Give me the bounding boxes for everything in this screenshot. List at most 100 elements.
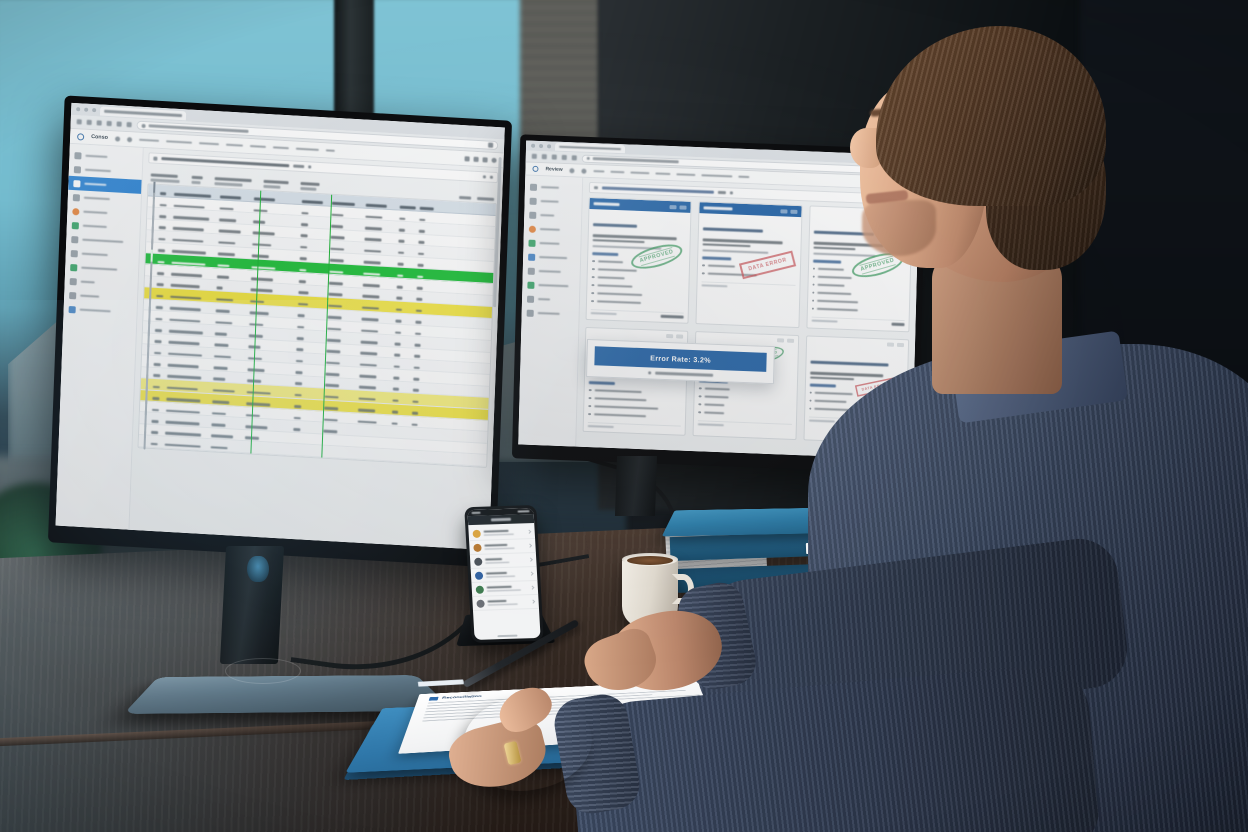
nav-item[interactable] [272, 145, 289, 150]
help-icon[interactable] [473, 156, 479, 162]
window-close-button[interactable] [92, 108, 97, 113]
document-card-header-label [703, 206, 733, 211]
list-item-label [593, 413, 647, 418]
sidebar-item-label [84, 168, 112, 173]
nav-item[interactable] [655, 172, 671, 176]
list-item-text [483, 529, 525, 537]
document-card[interactable]: DATA ERROR [695, 201, 803, 329]
window-maximize-button[interactable] [539, 143, 544, 149]
back-icon[interactable] [531, 153, 537, 159]
nav-item[interactable] [610, 170, 625, 174]
check-icon [528, 239, 536, 247]
extension-icon[interactable] [126, 122, 132, 128]
pin-icon[interactable] [482, 175, 486, 179]
filter-action-button[interactable] [477, 197, 495, 201]
window-close-button[interactable] [547, 144, 552, 149]
breadcrumb-tab-label[interactable] [717, 190, 726, 195]
bell-icon[interactable] [464, 155, 470, 162]
document-card-section-label [809, 383, 836, 388]
bookmark-icon[interactable] [571, 155, 577, 161]
stand-base-ring [225, 658, 301, 684]
more-icon[interactable] [489, 175, 493, 179]
card-header-button[interactable] [669, 204, 677, 209]
sidebar-item-label [540, 185, 560, 190]
breadcrumb-path [601, 186, 714, 194]
nav-item[interactable] [295, 147, 319, 152]
alert-icon [72, 207, 80, 215]
cell-value [210, 446, 228, 450]
nav-item[interactable] [226, 143, 243, 147]
bullet-dot-icon [699, 386, 702, 390]
bookmark-icon[interactable] [116, 121, 122, 127]
window-minimize-button[interactable] [531, 143, 536, 148]
home-icon[interactable] [561, 154, 567, 161]
nav-item[interactable] [325, 148, 335, 153]
list-item[interactable] [472, 594, 540, 611]
back-icon[interactable] [76, 119, 82, 125]
document-card-bullet-list [702, 262, 796, 282]
filter-icon[interactable] [581, 168, 587, 174]
star-icon[interactable] [488, 142, 494, 148]
table-cell [321, 451, 355, 453]
document-card[interactable]: APPROVED [585, 196, 693, 324]
card-header-button[interactable] [786, 338, 794, 343]
document-card-section-label [592, 252, 619, 257]
bullet-dot-icon [809, 391, 812, 394]
row-checkbox[interactable] [143, 431, 147, 450]
document-card-amount [660, 314, 685, 319]
sidebar-item-label [539, 227, 560, 232]
cell-value [416, 298, 423, 301]
card-header-button[interactable] [780, 208, 788, 214]
forward-icon[interactable] [541, 154, 547, 160]
nav-item[interactable] [138, 138, 160, 143]
nav-item[interactable] [166, 139, 192, 145]
nav-item[interactable] [593, 169, 605, 173]
cell-value [150, 442, 158, 446]
forward-icon[interactable] [86, 119, 92, 126]
sidebar-item-label [537, 311, 560, 316]
close-icon[interactable] [308, 165, 312, 169]
nav-item[interactable] [198, 141, 220, 146]
search-icon[interactable] [114, 135, 120, 142]
card-header-button[interactable] [790, 209, 798, 214]
bullet-dot-icon [809, 399, 812, 402]
nav-item[interactable] [676, 172, 696, 177]
window-minimize-button[interactable] [76, 107, 81, 112]
list-item-preview [486, 589, 521, 593]
avatar-icon[interactable] [491, 157, 497, 163]
filter-icon[interactable] [126, 136, 132, 142]
reconcile-icon [73, 179, 81, 187]
reload-icon[interactable] [551, 154, 557, 160]
nav-item[interactable] [249, 144, 266, 149]
sidebar-item-preferences[interactable] [522, 305, 579, 321]
filter-action-button[interactable] [459, 196, 472, 200]
phone-screen [467, 508, 541, 640]
footer-divider-text [808, 419, 835, 423]
breadcrumb-tab-label[interactable] [293, 164, 305, 169]
overlay-footer-label [654, 371, 713, 377]
avatar [474, 557, 483, 566]
cell-value [392, 410, 399, 414]
home-icon[interactable] [106, 120, 112, 127]
nav-item[interactable] [738, 175, 750, 179]
smartphone[interactable] [464, 504, 544, 644]
card-header-button[interactable] [776, 338, 784, 343]
reload-icon[interactable] [96, 120, 102, 126]
cell-value [154, 340, 162, 344]
close-icon[interactable] [729, 191, 733, 195]
nav-item[interactable] [630, 171, 650, 175]
grid-icon[interactable] [482, 156, 488, 163]
bullet-dot-icon [588, 388, 592, 392]
window-maximize-button[interactable] [84, 107, 89, 112]
document-card-title [592, 223, 638, 228]
cell-value [392, 387, 399, 391]
table-cell [389, 412, 410, 431]
cell-value [153, 374, 161, 378]
search-icon[interactable] [569, 167, 575, 173]
sidebar-item-export-detail[interactable] [63, 302, 136, 320]
nav-item[interactable] [701, 173, 733, 178]
card-header-button[interactable] [679, 204, 687, 210]
card-header-button[interactable] [676, 334, 684, 339]
card-header-button[interactable] [666, 333, 674, 339]
